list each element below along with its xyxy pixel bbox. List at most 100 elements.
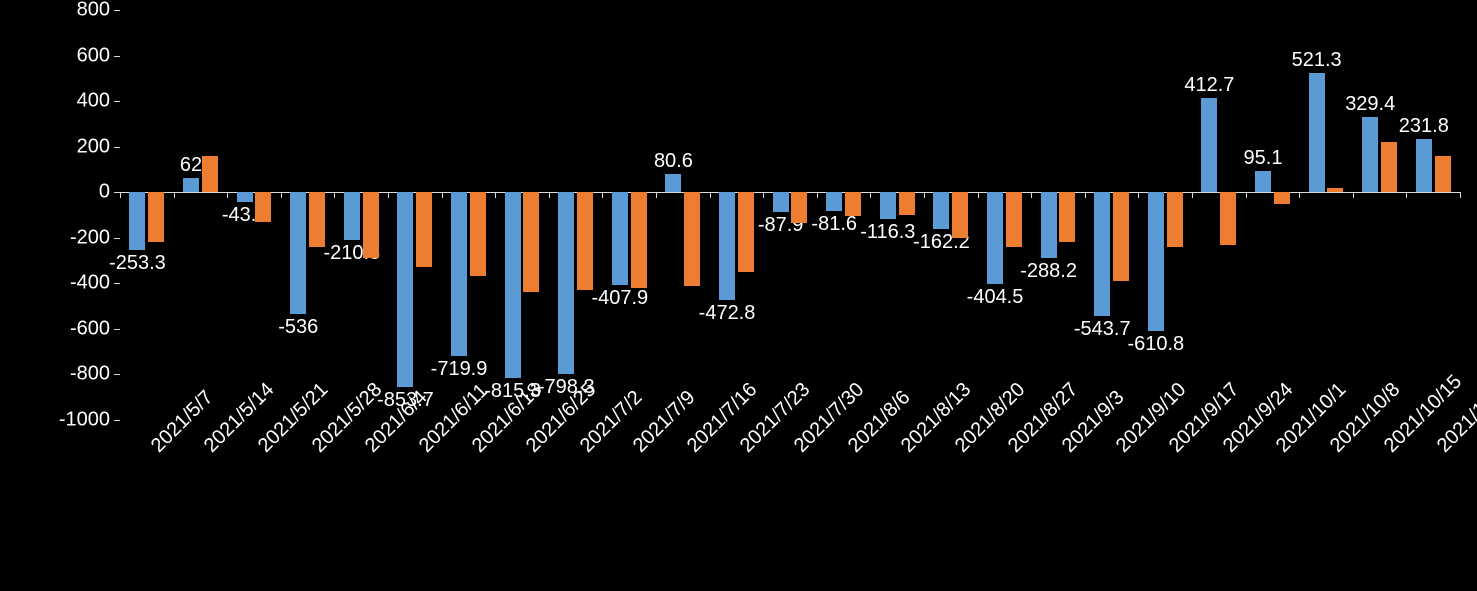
bar-series1 — [1094, 192, 1110, 316]
x-tick-label: 2021/9/24 — [1219, 441, 1235, 457]
y-tick-mark — [114, 329, 120, 330]
bar-series1 — [1148, 192, 1164, 331]
x-tick-label: 2021/7/30 — [790, 441, 806, 457]
x-tick-label: 2021/6/18 — [468, 441, 484, 457]
x-tick-mark — [174, 192, 175, 198]
bar-series2 — [1381, 142, 1397, 192]
bar-series2 — [470, 192, 486, 276]
data-label: 231.8 — [1399, 115, 1449, 138]
data-label: 329.4 — [1345, 93, 1395, 116]
bar-series2 — [631, 192, 647, 288]
bar-series2 — [1327, 188, 1343, 193]
x-tick-mark — [817, 192, 818, 198]
bar-series1 — [933, 192, 949, 229]
x-tick-label: 2021/9/10 — [1111, 441, 1127, 457]
x-tick-label: 2021/5/21 — [254, 441, 270, 457]
bar-series2 — [1113, 192, 1129, 281]
x-tick-mark — [442, 192, 443, 198]
x-tick-mark — [334, 192, 335, 198]
y-tick-mark — [114, 10, 120, 11]
x-tick-label: 2021/7/16 — [683, 441, 699, 457]
x-tick-mark — [549, 192, 550, 198]
x-tick-label: 2021/10/22 — [1433, 441, 1449, 457]
x-tick-label: 2021/7/2 — [575, 441, 591, 457]
y-tick-label: 400 — [77, 90, 110, 113]
bar-series2 — [202, 156, 218, 192]
x-tick-mark — [388, 192, 389, 198]
bar-series2 — [1220, 192, 1236, 244]
x-tick-mark — [978, 192, 979, 198]
y-tick-label: 0 — [99, 181, 110, 204]
bar-series1 — [612, 192, 628, 285]
data-label: -81.6 — [811, 213, 857, 236]
x-tick-label: 2021/5/7 — [147, 441, 163, 457]
data-label: 95.1 — [1244, 147, 1283, 170]
data-label: -404.5 — [967, 286, 1024, 309]
x-tick-label: 2021/6/25 — [522, 441, 538, 457]
x-tick-mark — [656, 192, 657, 198]
y-tick-mark — [114, 283, 120, 284]
x-tick-label: 2021/9/3 — [1058, 441, 1074, 457]
data-label: 80.6 — [654, 150, 693, 173]
bar-series2 — [952, 192, 968, 238]
bar-chart: -1000-800-600-400-20002004006008002021/5… — [0, 0, 1477, 591]
x-tick-label: 2021/8/6 — [843, 441, 859, 457]
x-tick-mark — [120, 192, 121, 198]
x-tick-mark — [763, 192, 764, 198]
y-tick-mark — [114, 56, 120, 57]
x-tick-label: 2021/7/9 — [629, 441, 645, 457]
x-tick-label: 2021/5/28 — [307, 441, 323, 457]
bar-series2 — [1006, 192, 1022, 247]
x-tick-mark — [924, 192, 925, 198]
x-tick-mark — [1138, 192, 1139, 198]
data-label: 521.3 — [1292, 49, 1342, 72]
data-label: -798.3 — [538, 376, 595, 399]
data-label: -719.9 — [431, 358, 488, 381]
data-label: -472.8 — [699, 302, 756, 325]
bar-series2 — [523, 192, 539, 292]
bar-series2 — [363, 192, 379, 258]
bar-series2 — [791, 192, 807, 223]
data-label: -610.8 — [1127, 333, 1184, 356]
x-tick-label: 2021/8/20 — [951, 441, 967, 457]
bar-series1 — [665, 174, 681, 192]
bar-series2 — [255, 192, 271, 222]
data-label: 62 — [180, 154, 202, 177]
bar-series2 — [309, 192, 325, 247]
x-tick-label: 2021/9/17 — [1165, 441, 1181, 457]
x-tick-mark — [710, 192, 711, 198]
bar-series2 — [148, 192, 164, 242]
x-tick-mark — [1246, 192, 1247, 198]
x-tick-label: 2021/10/8 — [1326, 441, 1342, 457]
x-tick-label: 2021/10/15 — [1379, 441, 1395, 457]
x-tick-label: 2021/5/14 — [200, 441, 216, 457]
bar-series2 — [738, 192, 754, 272]
y-tick-mark — [114, 147, 120, 148]
bar-series1 — [1416, 139, 1432, 192]
data-label: -116.3 — [860, 221, 915, 244]
bar-series1 — [183, 178, 199, 192]
x-tick-label: 2021/8/13 — [897, 441, 913, 457]
data-label: -853.7 — [377, 389, 434, 412]
bar-series2 — [416, 192, 432, 267]
y-tick-label: 600 — [77, 44, 110, 67]
data-label: -407.9 — [591, 287, 648, 310]
y-tick-label: -400 — [70, 272, 110, 295]
bar-series1 — [505, 192, 521, 378]
y-tick-label: 800 — [77, 0, 110, 22]
bar-series1 — [719, 192, 735, 300]
x-tick-mark — [870, 192, 871, 198]
bar-series2 — [1274, 192, 1290, 203]
bar-series1 — [1255, 171, 1271, 193]
x-tick-label: 2021/8/27 — [1004, 441, 1020, 457]
bar-series2 — [1435, 156, 1451, 192]
x-tick-mark — [1406, 192, 1407, 198]
x-tick-mark — [1460, 192, 1461, 198]
bar-series1 — [237, 192, 253, 202]
x-tick-mark — [1192, 192, 1193, 198]
x-tick-mark — [1353, 192, 1354, 198]
y-tick-mark — [114, 238, 120, 239]
y-tick-mark — [114, 101, 120, 102]
bar-series2 — [1059, 192, 1075, 242]
y-tick-label: -1000 — [59, 409, 110, 432]
